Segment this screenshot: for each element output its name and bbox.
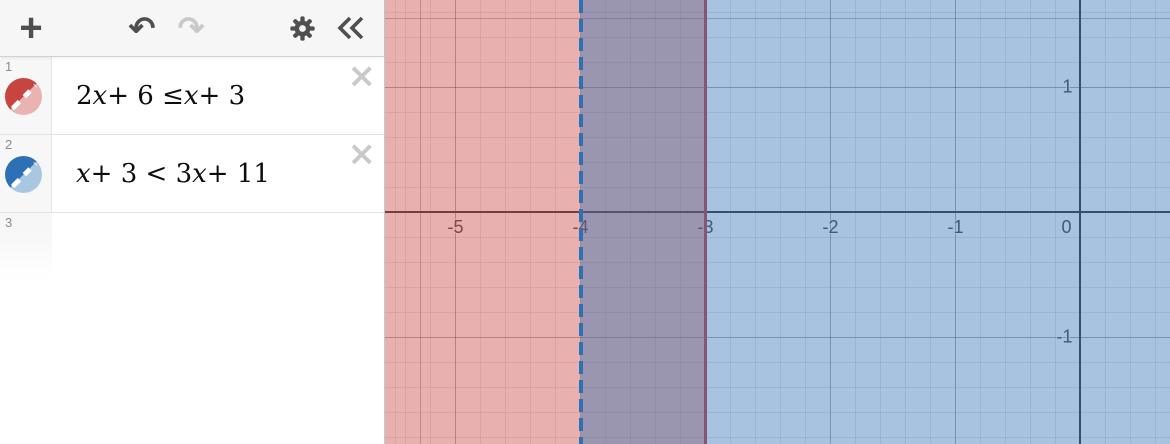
collapse-sidebar-button[interactable]	[330, 0, 372, 56]
y-axis	[1079, 0, 1081, 444]
expression-gutter: 2	[0, 135, 52, 212]
y-axis-tick-label: -1	[1056, 326, 1073, 347]
plus-icon: +	[19, 5, 43, 50]
expression-number: 2	[5, 137, 13, 152]
delete-expression-button[interactable]: ×	[347, 56, 377, 96]
redo-arrow-icon: ↷	[177, 10, 205, 46]
inequality-style-icon-red[interactable]	[5, 78, 42, 115]
gear-icon	[289, 15, 315, 41]
expression-gutter: 1	[0, 57, 52, 134]
graph-canvas[interactable]: -5-4-3-2-101-1	[385, 0, 1170, 444]
y-axis-tick-label: 1	[1062, 76, 1073, 97]
undo-arrow-icon: ↶	[128, 10, 156, 46]
add-expression-button[interactable]: +	[10, 0, 52, 56]
dashed-stripe-icon	[10, 161, 37, 188]
x-axis-tick-label: -2	[822, 217, 839, 237]
expression-input[interactable]	[52, 213, 342, 285]
expression-number: 3	[5, 215, 13, 230]
x-axis-tick-label: -1	[947, 217, 964, 237]
x-axis	[385, 211, 1170, 213]
expression-gutter: 3	[0, 213, 52, 285]
inequality-boundary-2	[578, 0, 583, 444]
inequality-region-1	[385, 0, 706, 444]
delete-expression-button[interactable]: ×	[347, 134, 377, 174]
expression-toolbar: + ↶ ↷	[0, 0, 384, 57]
x-axis-tick-label: -5	[447, 217, 464, 237]
graph-settings-button[interactable]	[281, 0, 323, 56]
expression-row-3[interactable]: 3	[0, 213, 384, 285]
inequality-boundary-1	[704, 0, 707, 444]
undo-button[interactable]: ↶	[121, 0, 163, 56]
grid	[385, 0, 1170, 444]
expression-number: 1	[5, 59, 13, 74]
double-chevron-left-icon	[337, 16, 364, 40]
inequality-region-2	[580, 0, 1170, 444]
x-axis-tick-label: 0	[1061, 217, 1072, 237]
expression-sidebar: + ↶ ↷	[0, 0, 385, 444]
dashed-stripe-icon	[10, 83, 37, 110]
redo-button[interactable]: ↷	[170, 0, 212, 56]
inequality-style-icon-blue[interactable]	[5, 156, 42, 193]
